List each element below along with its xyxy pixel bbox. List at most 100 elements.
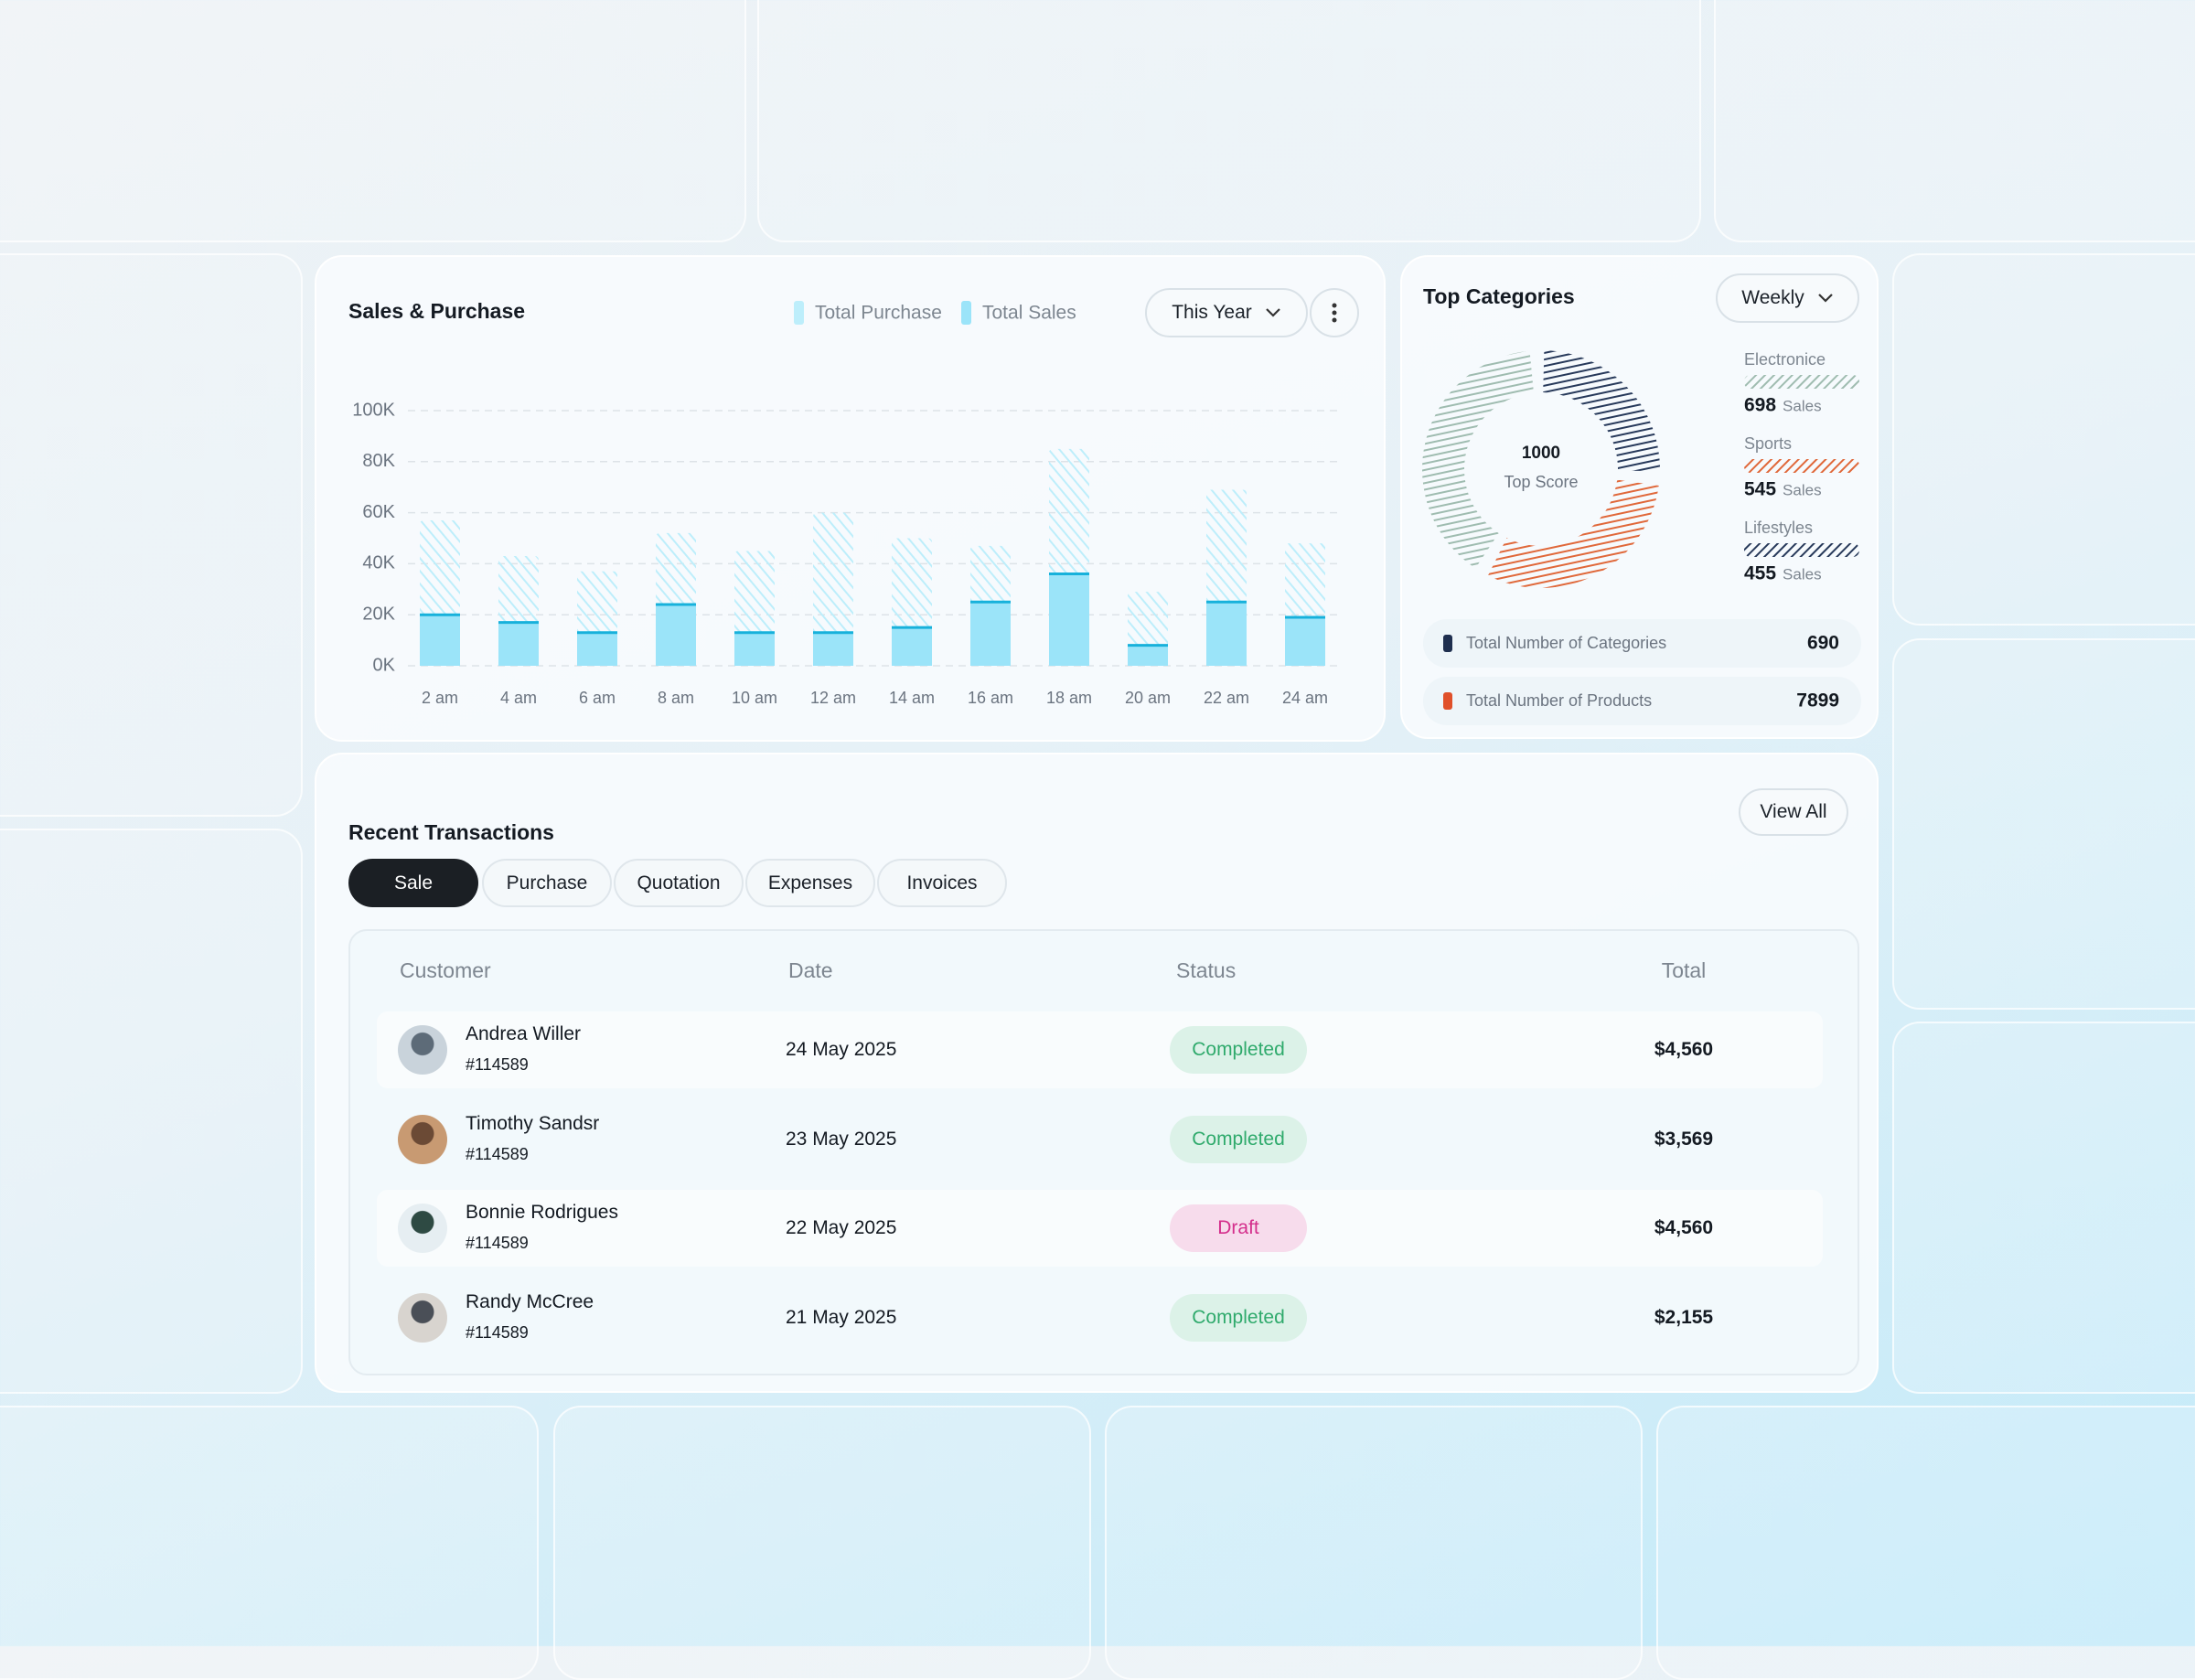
total: $4,560 [1654,1217,1714,1238]
y-tick-label: 80K [362,451,395,471]
sales-bar [420,615,460,666]
legend-bar [1744,543,1859,557]
bg-tile [1105,1406,1643,1680]
date: 21 May 2025 [786,1306,897,1328]
legend-swatch [794,301,804,325]
center-value: 1000 [1522,444,1560,463]
legend-label: Sports [1744,434,1792,453]
customer-name: Andrea Willer [466,1023,582,1044]
sales-bar [892,627,932,666]
donut-segment [1422,350,1534,569]
tab[interactable]: Sale [348,859,478,907]
column-header: Date [788,958,833,982]
sales-bar [1128,645,1168,666]
bg-tile [553,1406,1091,1680]
row-highlight [377,1011,1823,1088]
tab[interactable]: Purchase [482,859,612,907]
customer-id: #114589 [466,1234,529,1252]
status-pill: Completed [1170,1026,1307,1074]
y-tick-label: 60K [362,502,395,522]
donut-segment [1487,479,1659,588]
bg-tile [1892,253,2195,626]
period-label: This Year [1172,302,1252,323]
customer-id: #114589 [466,1322,529,1342]
customer-name: Randy McCree [466,1290,594,1312]
customer-name: Timothy Sandsr [466,1112,600,1134]
legend-swatch [961,301,971,325]
sales-bar [498,622,539,666]
total: $2,155 [1654,1306,1714,1328]
y-tick-label: 20K [362,604,395,624]
legend-unit: Sales [1783,397,1822,414]
column-header: Customer [400,958,491,982]
donut-segment [1543,350,1660,472]
x-tick-label: 6 am [579,689,616,707]
x-tick-label: 16 am [968,689,1013,707]
x-tick-label: 12 am [810,689,856,707]
avatar [398,1204,447,1253]
period-dropdown[interactable]: This Year [1145,288,1308,337]
customer-id: #114589 [466,1055,529,1074]
donut-chart: Top Categories 1000 Top Score Electronice 6… [1422,284,1861,725]
stat-label: Total Number of Products [1466,691,1652,710]
x-tick-label: 4 am [500,689,537,707]
more-button[interactable] [1310,288,1359,337]
bg-tile [757,0,1701,242]
bg-tile [1892,1022,2195,1394]
tab[interactable]: Invoices [877,859,1007,907]
column-header: Total [1661,958,1707,982]
card-title: Top Categories [1423,284,1575,308]
x-tick-label: 2 am [422,689,458,707]
customer-id: #114589 [466,1144,529,1163]
card-title: Recent Transactions [348,820,554,844]
period-dropdown[interactable]: Weekly [1716,273,1859,323]
bar-chart: Sales & Purchase 0K 20K 40K 60K 80K 100K Total… [348,299,1343,707]
view-all-button[interactable]: View All [1739,788,1848,836]
bg-tile [0,253,303,817]
date: 24 May 2025 [786,1039,897,1060]
sales-bar [1206,602,1247,666]
x-tick-label: 10 am [732,689,777,707]
sales-bar [1049,573,1089,666]
x-tick-label: 14 am [889,689,935,707]
sales-bar [577,632,617,666]
sales-bar [970,602,1011,666]
tab[interactable]: Quotation [614,859,744,907]
bg-tile [1656,1406,2195,1680]
status-pill: Draft [1170,1204,1307,1252]
status-pill: Completed [1170,1115,1307,1163]
legend-unit: Sales [1783,565,1822,583]
x-tick-label: 18 am [1046,689,1092,707]
stat-row [1423,619,1861,668]
table: Customer Date Status Total Andrea Willer #114… [348,929,1859,1375]
legend-value: 698 [1744,395,1776,416]
legend-label: Total Purchase [815,303,942,324]
date: 23 May 2025 [786,1128,897,1150]
sales-bar [1285,616,1325,666]
avatar [398,1025,447,1075]
legend-label: Lifestyles [1744,519,1813,537]
legend-unit: Sales [1783,481,1822,498]
legend-label: Electronice [1744,350,1826,369]
stat-row [1423,677,1861,725]
legend-value: 545 [1744,479,1776,500]
bg-tile [1714,0,2195,242]
sales-bar [656,605,696,666]
period-label: Weekly [1741,287,1804,308]
total: $4,560 [1654,1039,1714,1060]
date: 22 May 2025 [786,1217,897,1238]
stat-indicator [1443,692,1452,710]
status-pill: Completed [1170,1293,1307,1342]
legend-bar [1744,459,1859,473]
purchase-bar [813,512,853,666]
legend-value: 455 [1744,563,1776,584]
x-tick-label: 22 am [1204,689,1249,707]
stat-value: 690 [1807,633,1839,654]
sales-bar [734,632,775,666]
tab[interactable]: Expenses [745,859,875,907]
y-tick-label: 0K [373,655,396,675]
x-tick-label: 20 am [1125,689,1171,707]
x-tick-label: 24 am [1282,689,1328,707]
